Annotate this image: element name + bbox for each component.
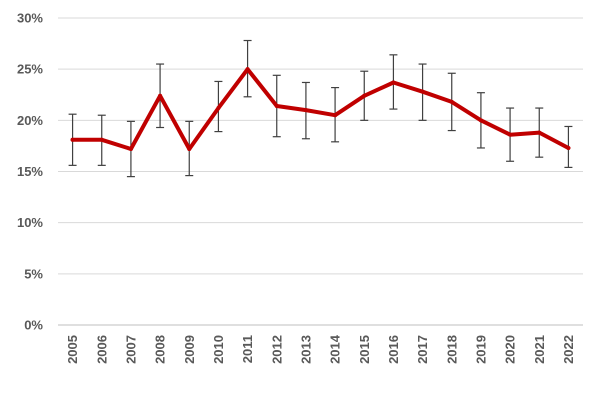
x-tick-label: 2006 [94, 335, 109, 364]
data-point [537, 130, 542, 135]
x-tick-label: 2018 [444, 335, 459, 364]
x-tick-label: 2012 [269, 335, 284, 364]
y-tick-label: 5% [24, 266, 43, 281]
y-tick-label: 30% [17, 11, 43, 26]
x-tick-label: 2022 [561, 335, 576, 364]
x-tick-label: 2011 [240, 335, 255, 363]
x-tick-label: 2021 [532, 335, 547, 364]
data-point [333, 113, 338, 118]
data-point [216, 106, 221, 111]
data-point [187, 146, 192, 151]
y-tick-label: 0% [24, 318, 43, 333]
gridlines [58, 17, 583, 326]
x-tick-label: 2009 [182, 335, 197, 364]
x-axis-ticks: 2005 2006 2007 2008 2009 2010 2011 2012 2013 2014… [65, 334, 576, 364]
data-point [245, 67, 250, 72]
y-axis-ticks: 0% 5% 10% 15% 20% 25% 30% [17, 11, 43, 333]
x-tick-label: 2013 [298, 335, 313, 364]
series-lines [70, 67, 571, 151]
x-tick-label: 2014 [328, 334, 343, 364]
data-point [70, 137, 75, 142]
series-line [70, 67, 571, 151]
x-tick-label: 2015 [357, 335, 372, 364]
data-point [99, 137, 104, 142]
x-tick-label: 2016 [386, 335, 401, 364]
data-point [478, 118, 483, 123]
y-tick-label: 15% [17, 164, 43, 179]
y-tick-label: 25% [17, 62, 43, 77]
y-tick-label: 20% [17, 113, 43, 128]
data-point [303, 108, 308, 113]
x-tick-label: 2017 [415, 335, 430, 364]
x-tick-label: 2010 [211, 335, 226, 364]
data-point [158, 93, 163, 98]
data-point [420, 89, 425, 94]
x-tick-label: 2020 [503, 335, 518, 364]
x-tick-label: 2008 [153, 335, 168, 364]
x-tick-label: 2019 [473, 335, 488, 364]
data-point [362, 93, 367, 98]
x-tick-label: 2005 [65, 335, 80, 364]
error-bars [68, 39, 573, 178]
data-point [391, 80, 396, 85]
data-point [566, 145, 571, 150]
data-point [449, 99, 454, 104]
y-tick-label: 10% [17, 215, 43, 230]
data-point [128, 146, 133, 151]
data-point [274, 104, 279, 109]
data-point [508, 132, 513, 137]
x-tick-label: 2007 [123, 335, 138, 364]
